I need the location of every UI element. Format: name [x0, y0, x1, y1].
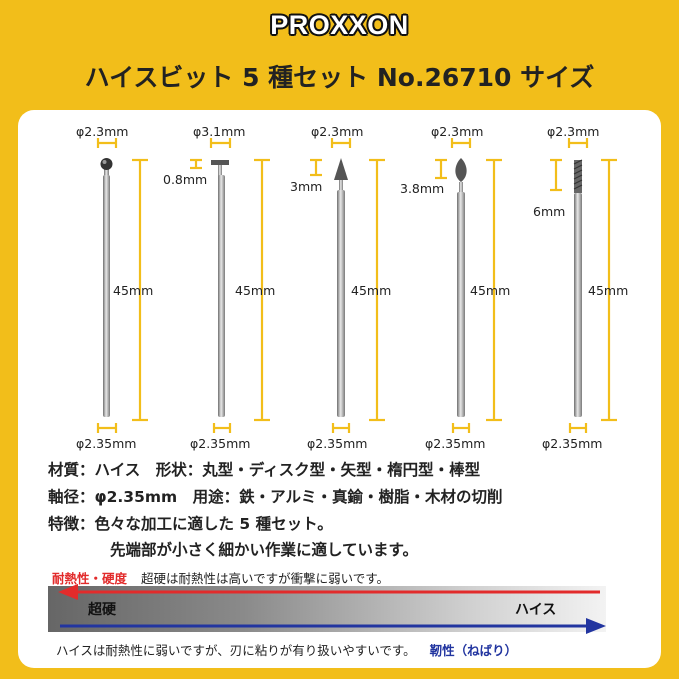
bit1-total-len: 45mm — [113, 283, 154, 298]
spec-features-2: 先端部が小さく細かい作業に適しています。 — [110, 541, 418, 559]
hss-label: ハイス — [515, 602, 557, 618]
heat-label: 耐熱性・硬度 — [52, 571, 128, 586]
bit4-head-len: 3.8mm — [400, 181, 445, 196]
bit5-total-len: 45mm — [588, 283, 629, 298]
bit4-shank-dia: φ2.35mm — [425, 436, 486, 451]
spec-material-shape: 材質：ハイス 形状：丸型・ディスク型・矢型・楕円型・棒型 — [48, 461, 481, 479]
toughness-label: 靭性（ねばり） — [429, 643, 518, 658]
comparison-bar — [48, 586, 606, 632]
bit3-head-dia: φ2.3mm — [311, 124, 364, 139]
heat-note: 超硬は耐熱性は高いですが衝撃に弱いです。 — [141, 571, 390, 586]
bit3-head-len: 3mm — [290, 179, 323, 194]
bottom-row: ハイスは耐熱性に弱いですが、刃に粘りが有り扱いやすいです。 靭性（ねばり） — [56, 640, 517, 659]
bit-rod — [573, 159, 583, 417]
bit1-head-dia: φ2.3mm — [76, 124, 129, 139]
bit3-total-len: 45mm — [351, 283, 392, 298]
bit-cone — [334, 158, 348, 417]
bit2-head-dia: φ3.1mm — [193, 124, 246, 139]
heat-row: 耐熱性・硬度 超硬は耐熱性は高いですが衝撃に弱いです。 — [52, 568, 389, 587]
bit5-shank-dia: φ2.35mm — [542, 436, 603, 451]
bit-oval — [455, 158, 467, 417]
bit2-shank-dia: φ2.35mm — [190, 436, 251, 451]
bit4-head-dia: φ2.3mm — [431, 124, 484, 139]
bit-ball — [100, 158, 113, 417]
bit3-shank-dia: φ2.35mm — [307, 436, 368, 451]
spec-shank-use: 軸径：φ2.35mm 用途：鉄・アルミ・真鍮・樹脂・木材の切削 — [48, 488, 503, 506]
bit1-shank-dia: φ2.35mm — [76, 436, 137, 451]
bottom-note: ハイスは耐熱性に弱いですが、刃に粘りが有り扱いやすいです。 — [56, 643, 416, 658]
spec-features: 特徴：色々な加工に適した 5 種セット。 — [48, 515, 333, 533]
bit2-head-len: 0.8mm — [163, 172, 208, 187]
bit5-head-len: 6mm — [533, 204, 566, 219]
bit5-head-dia: φ2.3mm — [547, 124, 600, 139]
page-title: ハイスビット 5 種セット No.26710 サイズ — [84, 63, 595, 92]
brand-logo: PROXXON — [270, 10, 409, 40]
carbide-label: 超硬 — [88, 602, 116, 618]
bit4-total-len: 45mm — [470, 283, 511, 298]
bit2-total-len: 45mm — [235, 283, 276, 298]
bit-disk — [211, 160, 229, 417]
